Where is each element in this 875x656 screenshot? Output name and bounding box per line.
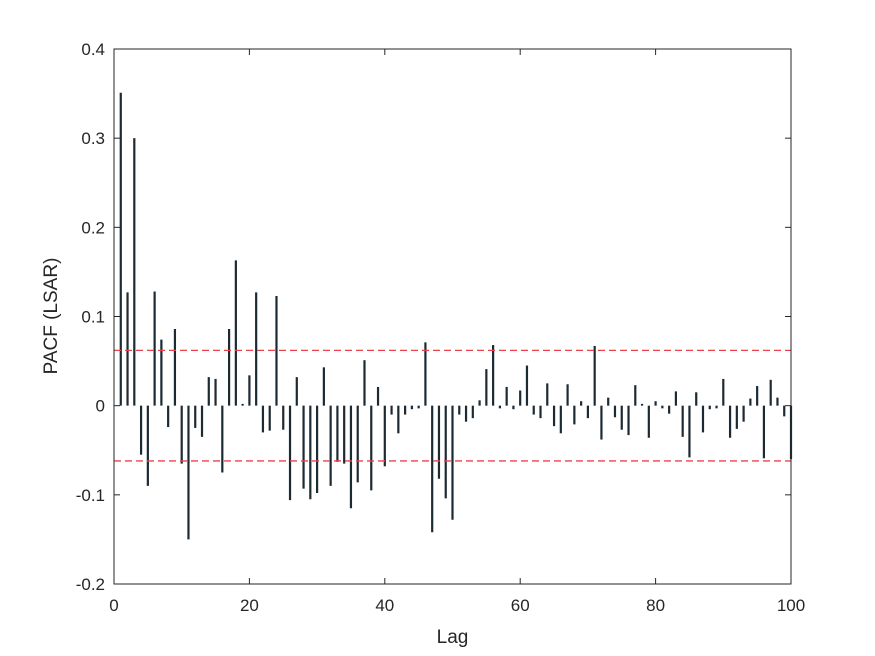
y-tick-label: 0.2 [81, 218, 105, 237]
y-tick-label: 0.3 [81, 129, 105, 148]
confidence-bounds [114, 349, 791, 462]
x-axis-ticks: 0 20 40 60 80 100 [109, 49, 805, 615]
x-tick-label: 40 [375, 596, 394, 615]
x-tick-label: 20 [240, 596, 259, 615]
x-tick-label: 100 [777, 596, 805, 615]
y-tick-label: 0 [96, 397, 105, 416]
x-axis-label: Lag [437, 627, 469, 648]
y-axis-label: PACF (LSAR) [41, 258, 62, 375]
pacf-bars [119, 92, 793, 540]
y-tick-label: -0.1 [76, 486, 105, 505]
y-axis-ticks: -0.2 -0.1 0 0.1 0.2 0.3 0.4 [76, 40, 791, 594]
x-tick-label: 80 [646, 596, 665, 615]
y-tick-label: 0.1 [81, 308, 105, 327]
x-tick-label: 0 [109, 596, 118, 615]
x-tick-label: 60 [511, 596, 530, 615]
y-tick-label: 0.4 [81, 40, 105, 59]
y-tick-label: -0.2 [76, 575, 105, 594]
